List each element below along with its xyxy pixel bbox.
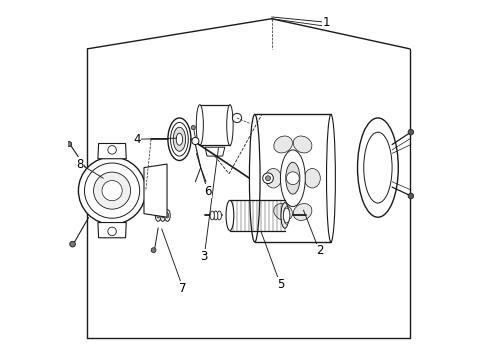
Ellipse shape: [157, 213, 159, 218]
Ellipse shape: [249, 114, 260, 242]
Circle shape: [102, 180, 122, 201]
Circle shape: [408, 129, 414, 135]
Circle shape: [192, 138, 199, 145]
Ellipse shape: [226, 201, 234, 230]
Circle shape: [67, 141, 72, 147]
Ellipse shape: [165, 210, 170, 221]
Ellipse shape: [173, 127, 186, 151]
Ellipse shape: [166, 213, 169, 218]
Circle shape: [70, 241, 75, 247]
Circle shape: [266, 176, 270, 181]
Circle shape: [287, 172, 299, 185]
Ellipse shape: [304, 168, 320, 188]
Circle shape: [191, 125, 196, 130]
Polygon shape: [144, 164, 167, 217]
Ellipse shape: [168, 118, 191, 161]
Ellipse shape: [280, 150, 305, 207]
Text: 6: 6: [204, 185, 212, 198]
Circle shape: [78, 157, 146, 224]
Ellipse shape: [364, 132, 392, 203]
Polygon shape: [205, 147, 225, 156]
Text: 7: 7: [179, 282, 187, 294]
Circle shape: [84, 163, 140, 218]
Polygon shape: [98, 222, 126, 238]
Text: 3: 3: [200, 250, 208, 263]
Circle shape: [408, 193, 414, 199]
Circle shape: [108, 227, 116, 236]
Ellipse shape: [274, 203, 293, 220]
Ellipse shape: [283, 207, 290, 224]
Text: 8: 8: [76, 158, 84, 171]
Ellipse shape: [210, 211, 214, 220]
Ellipse shape: [358, 118, 398, 217]
Text: 2: 2: [316, 244, 323, 257]
Circle shape: [151, 248, 156, 253]
Ellipse shape: [283, 208, 290, 223]
Ellipse shape: [160, 210, 166, 221]
Ellipse shape: [266, 168, 281, 188]
Ellipse shape: [176, 133, 183, 145]
Ellipse shape: [196, 105, 203, 145]
Ellipse shape: [214, 211, 218, 220]
Ellipse shape: [162, 213, 164, 218]
Ellipse shape: [217, 211, 221, 220]
Ellipse shape: [293, 203, 312, 220]
Circle shape: [94, 172, 131, 209]
Circle shape: [108, 145, 116, 154]
Ellipse shape: [293, 136, 312, 153]
Ellipse shape: [326, 114, 335, 242]
Ellipse shape: [274, 136, 293, 153]
Ellipse shape: [171, 122, 188, 156]
Ellipse shape: [286, 162, 300, 194]
Circle shape: [263, 173, 273, 184]
Ellipse shape: [155, 210, 161, 221]
Polygon shape: [98, 144, 126, 159]
Circle shape: [232, 113, 242, 123]
Ellipse shape: [227, 105, 233, 145]
Text: 5: 5: [277, 278, 284, 291]
Text: 4: 4: [133, 133, 141, 146]
Ellipse shape: [281, 203, 289, 228]
Text: 1: 1: [323, 16, 330, 29]
